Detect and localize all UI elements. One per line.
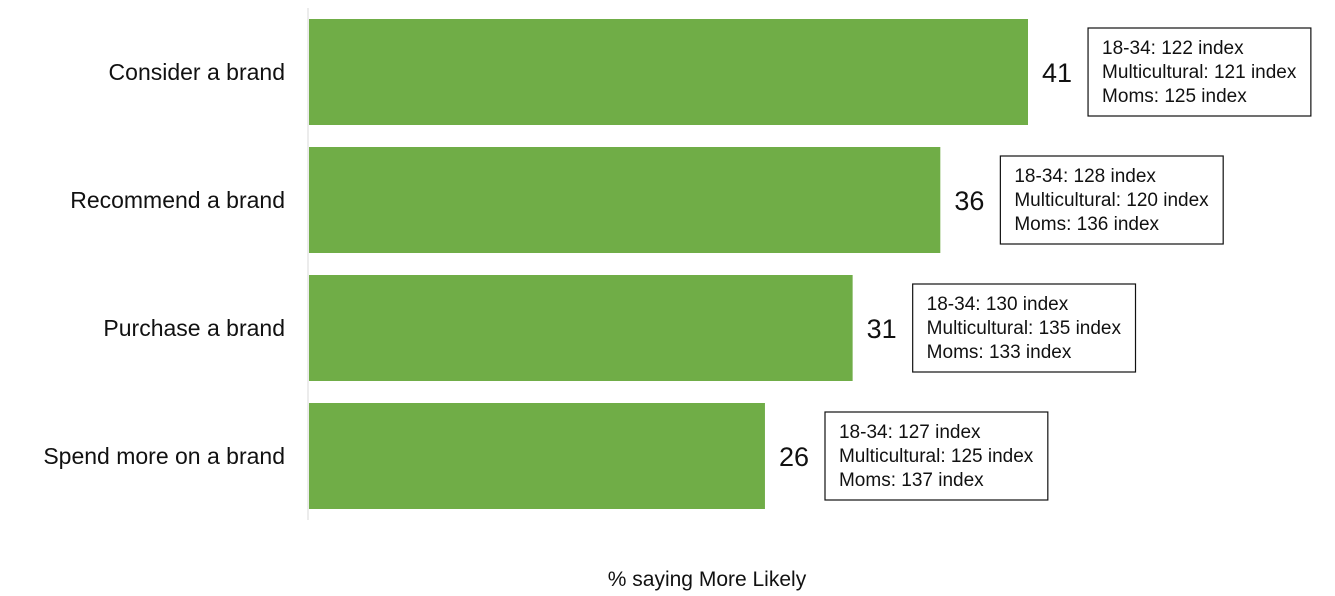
annotation-line: 18-34: 122 index [1102, 38, 1244, 59]
annotation-line: Moms: 137 index [839, 470, 984, 491]
bar-purchase-a-brand [309, 275, 853, 381]
annotation-line: Multicultural: 120 index [1014, 190, 1209, 211]
index-annotation-consider-a-brand: 18-34: 122 index Multicultural: 121 index… [1087, 27, 1312, 117]
annotation-line: 18-34: 127 index [839, 422, 981, 443]
value-label-consider-a-brand: 41 [1042, 58, 1072, 88]
category-label-spend-more-on-a-brand: Spend more on a brand [43, 443, 285, 469]
annotation-line: Moms: 125 index [1102, 86, 1247, 107]
bars-layer: Consider a brand 41 18-34: 122 index Multic… [43, 19, 1312, 509]
category-label-consider-a-brand: Consider a brand [109, 59, 285, 85]
category-label-purchase-a-brand: Purchase a brand [103, 315, 285, 341]
annotation-line: Multicultural: 125 index [839, 446, 1034, 467]
annotation-box [999, 155, 1224, 245]
value-label-recommend-a-brand: 36 [954, 186, 984, 216]
bar-recommend-a-brand [309, 147, 941, 253]
annotation-box [1087, 27, 1312, 117]
annotation-line: Multicultural: 135 index [927, 318, 1122, 339]
bar-spend-more-on-a-brand [309, 403, 765, 509]
index-annotation-recommend-a-brand: 18-34: 128 index Multicultural: 120 index… [999, 155, 1224, 245]
annotation-line: Moms: 136 index [1014, 214, 1159, 235]
bar-consider-a-brand [309, 19, 1028, 125]
annotation-line: Multicultural: 121 index [1102, 62, 1297, 83]
annotation-line: Moms: 133 index [927, 342, 1072, 363]
x-axis-title: % saying More Likely [608, 568, 807, 591]
annotation-box [912, 283, 1137, 373]
value-label-spend-more-on-a-brand: 26 [779, 442, 809, 472]
index-annotation-spend-more-on-a-brand: 18-34: 127 index Multicultural: 125 index… [824, 411, 1049, 501]
annotation-line: 18-34: 128 index [1014, 166, 1156, 187]
value-label-purchase-a-brand: 31 [867, 314, 897, 344]
index-annotation-purchase-a-brand: 18-34: 130 index Multicultural: 135 index… [912, 283, 1137, 373]
annotation-box [824, 411, 1049, 501]
category-label-recommend-a-brand: Recommend a brand [70, 187, 285, 213]
annotation-line: 18-34: 130 index [927, 294, 1069, 315]
